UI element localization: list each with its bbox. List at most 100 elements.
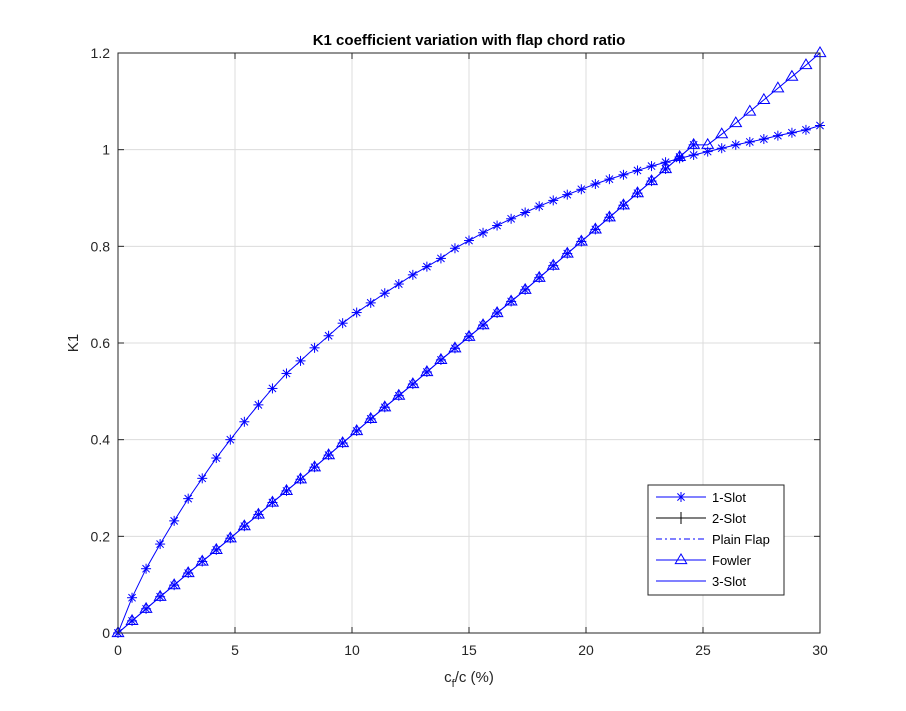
legend-item-3-slot: 3-Slot [656,574,746,589]
y-tick-label: 0.8 [91,238,111,254]
legend-label: 2-Slot [712,511,746,526]
legend-item-1-slot: 1-Slot [656,490,746,505]
1-slot-lower-point [197,556,208,567]
1-slot-upper-point [155,539,166,550]
1-slot-lower-point [590,224,601,235]
1-slot-upper-point [520,207,531,218]
series-1-slot-lower [113,139,699,638]
1-slot-upper-point [758,134,769,145]
legend-label: 1-Slot [712,490,746,505]
1-slot-upper-point [295,355,306,366]
1-slot-upper-point [772,130,783,141]
x-tick-label: 20 [578,642,594,658]
1-slot-upper-point [646,161,657,172]
1-slot-lower-point [548,260,559,271]
fowler-point [757,92,771,104]
1-slot-upper-point [576,184,587,195]
1-slot-upper-point [421,261,432,272]
1-slot-upper-point [449,243,460,254]
1-slot-lower-point [309,462,320,473]
1-slot-upper-point [716,143,727,154]
y-tick-label: 0 [102,625,110,641]
legend-label: Fowler [712,553,752,568]
y-tick-label: 1 [102,142,110,158]
1-slot-upper-point [281,368,292,379]
series-layer [111,46,827,638]
1-slot-lower-point [337,438,348,449]
1-slot-upper-point [225,434,236,445]
1-slot-lower-point [379,402,390,413]
legend: 1-Slot 2-Slot Plain Flap Fowler 3-Slot [647,484,785,596]
1-slot-lower-point [253,509,264,520]
1-slot-lower-point [267,497,278,508]
legend-box [647,484,785,596]
y-axis-label: K1 [65,334,82,352]
1-slot-lower-point [604,212,615,223]
1-slot-lower-point [351,425,362,436]
1-slot-lower-point [562,248,573,259]
1-slot-upper-point [365,297,376,308]
1-slot-upper-point [492,220,503,231]
x-tick-label: 15 [461,642,477,658]
1-slot-upper-point [674,153,685,164]
1-slot-lower-point [365,413,376,424]
legend-marker-plus [675,512,687,524]
1-slot-lower-point [393,390,404,401]
x-tick-label: 10 [344,642,360,658]
1-slot-upper-point [407,269,418,280]
1-slot-upper-point [632,165,643,176]
legend-item-fowler: Fowler [656,553,752,568]
1-slot-upper-point [141,563,152,574]
y-tick-label: 0.4 [91,432,111,448]
1-slot-upper-point [183,493,194,504]
1-slot-upper-point [337,318,348,329]
legend-item-plain-flap: Plain Flap [656,532,770,547]
1-slot-upper-point [800,124,811,135]
1-slot-lower-point [632,188,643,199]
1-slot-upper-point [211,453,222,464]
1-slot-lower-point [492,308,503,319]
1-slot-lower-point [520,284,531,295]
x-tick-label: 0 [114,642,122,658]
1-slot-lower-point [141,603,152,614]
1-slot-upper-point [351,307,362,318]
1-slot-upper-point [618,169,629,180]
y-tick-label: 0.2 [91,528,111,544]
fowler-point [715,127,729,139]
1-slot-upper-point [379,288,390,299]
1-slot-lower-point [169,580,180,591]
chart-title: K1 coefficient variation with flap chord… [313,32,626,49]
fowler-point [799,58,813,70]
1-slot-upper-point [127,592,138,603]
1-slot-lower-point [435,354,446,365]
1-slot-upper-point [562,189,573,200]
x-axis-label-rest: /c (%) [455,669,494,686]
fowler-point [729,116,743,128]
1-slot-upper-point [730,139,741,150]
1-slot-lower-point [211,544,222,555]
1-slot-upper-point [534,201,545,212]
1-slot-lower-point [183,568,194,579]
1-slot-upper-point [702,146,713,157]
1-slot-lower-point [421,367,432,377]
1-slot-upper-point [688,149,699,160]
x-tick-label: 30 [812,642,828,658]
1-slot-lower-point [576,236,587,247]
1-slot-lower-point [127,615,138,626]
1-slot-upper-point [506,213,517,224]
y-tick-label: 0.6 [91,335,111,351]
series-1-slot-upper [113,120,825,638]
1-slot-lower-point [449,343,460,354]
1-slot-upper-point [786,127,797,138]
x-axis-label-main: c [444,669,452,686]
1-slot-upper-point [548,195,559,206]
1-slot-lower-point [534,272,545,283]
1-slot-lower-point [478,320,489,331]
1-slot-upper-point [464,235,474,246]
legend-label: 3-Slot [712,574,746,589]
legend-marker-triangle [674,553,688,565]
1-slot-lower-point [239,521,250,532]
1-slot-upper-point [309,342,320,353]
1-slot-lower-point [464,331,474,342]
